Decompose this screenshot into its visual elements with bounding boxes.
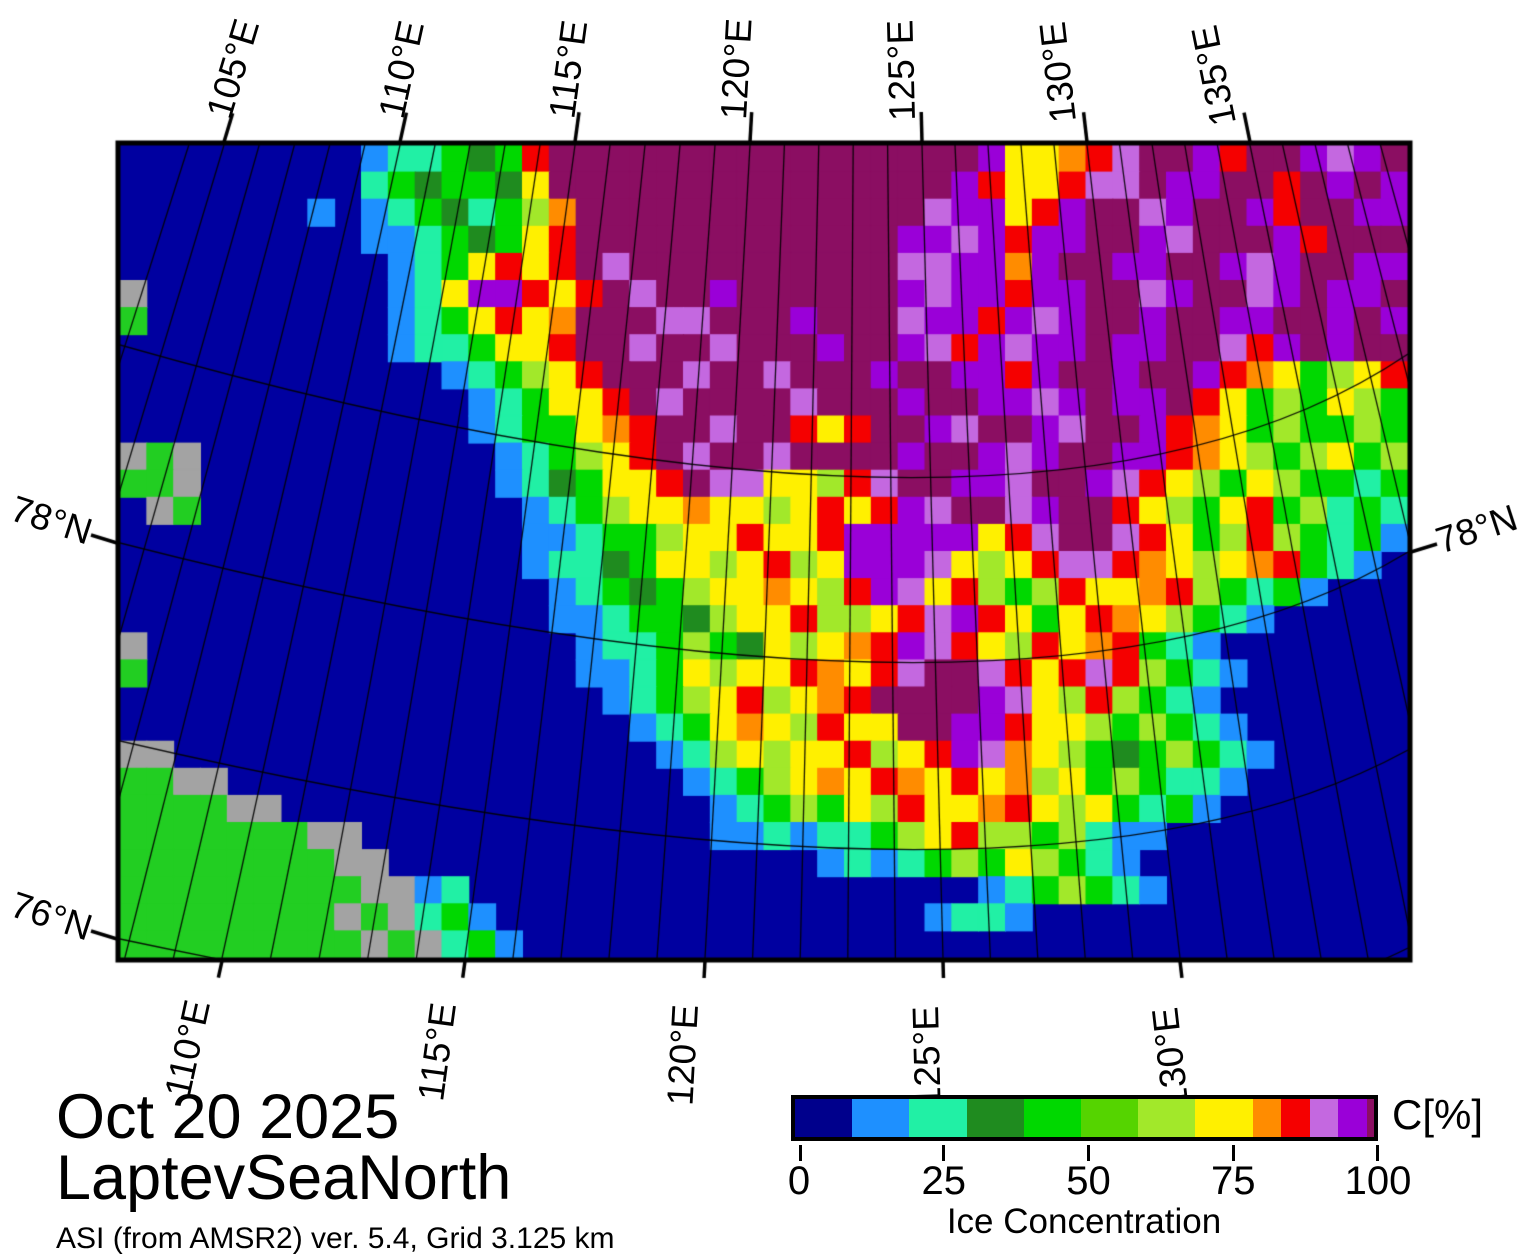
colorbar-segment-2: [909, 1099, 967, 1137]
ice-concentration-colorbar: 0 25 50 75 100: [788, 1095, 1411, 1201]
colorbar-tick-50: [1087, 1145, 1090, 1161]
colorbar-tick-label-50: 50: [1066, 1159, 1111, 1203]
colorbar-segment-1: [852, 1099, 910, 1137]
colorbar-segment-9: [1281, 1099, 1310, 1137]
colorbar-segment-10: [1309, 1099, 1339, 1137]
colorbar-tick-100: [1375, 1145, 1379, 1161]
colorbar-segment-6: [1138, 1099, 1196, 1137]
top-longitude-label-120: 120°E: [713, 17, 760, 121]
colorbar-segment-8: [1252, 1099, 1282, 1137]
colorbar-segment-0: [795, 1099, 853, 1137]
colorbar-segment-12: [1367, 1099, 1374, 1137]
map-date: Oct 20 2025: [56, 1082, 400, 1152]
top-longitude-label-125: 125°E: [879, 19, 923, 122]
colorbar-segment-11: [1338, 1099, 1367, 1137]
colorbar-tick-label-25: 25: [921, 1159, 967, 1203]
colorbar-segment-3: [966, 1099, 1024, 1137]
colorbar-segment-7: [1195, 1099, 1253, 1137]
colorbar-segment-4: [1023, 1099, 1082, 1137]
colorbar-tick-75: [1231, 1145, 1235, 1161]
colorbar-units-label: C[%]: [1392, 1091, 1484, 1138]
map-source-info: ASI (from AMSR2) ver. 5.4, Grid 3.125 km: [56, 1222, 615, 1255]
map-region: LaptevSeaNorth: [56, 1143, 512, 1213]
colorbar-tick-0: [798, 1145, 802, 1161]
colorbar-segment-5: [1081, 1099, 1139, 1137]
bottom-longitude-label-120: 120°E: [659, 1003, 706, 1107]
colorbar-tick-label-75: 75: [1211, 1159, 1256, 1203]
colorbar-tick-label-0: 0: [787, 1159, 811, 1203]
colorbar-tick-label-100: 100: [1344, 1159, 1412, 1203]
title-block: Oct 20 2025 LaptevSeaNorth ASI (from AMS…: [56, 1086, 615, 1256]
colorbar-tick-25: [942, 1145, 946, 1161]
bottom-longitude-label-125: 125°E: [904, 1005, 949, 1108]
colorbar-axis-label: Ice Concentration: [946, 1202, 1222, 1241]
